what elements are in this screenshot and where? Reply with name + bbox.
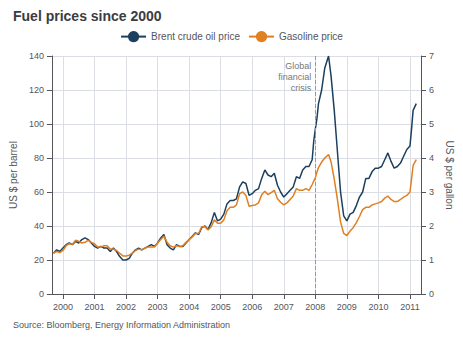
svg-text:40: 40 [34, 221, 44, 231]
svg-text:2001: 2001 [84, 302, 104, 312]
svg-text:100: 100 [29, 119, 44, 129]
svg-text:2010: 2010 [368, 302, 388, 312]
svg-text:Fuel prices since 2000: Fuel prices since 2000 [13, 8, 162, 24]
svg-text:2005: 2005 [211, 302, 231, 312]
svg-text:2008: 2008 [305, 302, 325, 312]
svg-text:Global: Global [285, 61, 311, 71]
svg-text:2000: 2000 [53, 302, 73, 312]
svg-text:2: 2 [429, 221, 434, 231]
svg-text:1: 1 [429, 255, 434, 265]
svg-text:0: 0 [429, 289, 434, 299]
svg-text:120: 120 [29, 85, 44, 95]
svg-text:140: 140 [29, 51, 44, 61]
svg-text:2002: 2002 [116, 302, 136, 312]
svg-text:7: 7 [429, 51, 434, 61]
svg-text:80: 80 [34, 153, 44, 163]
svg-text:2003: 2003 [148, 302, 168, 312]
svg-text:crisis: crisis [291, 83, 312, 93]
svg-text:6: 6 [429, 85, 434, 95]
svg-text:US $ per gallon: US $ per gallon [444, 141, 455, 210]
svg-text:Source: Bloomberg, Energy Info: Source: Bloomberg, Energy Information Ad… [13, 320, 230, 330]
svg-text:2009: 2009 [337, 302, 357, 312]
svg-text:60: 60 [34, 187, 44, 197]
svg-text:20: 20 [34, 255, 44, 265]
svg-text:4: 4 [429, 153, 434, 163]
svg-text:2011: 2011 [400, 302, 419, 312]
svg-text:US $ per barrel: US $ per barrel [8, 141, 19, 209]
svg-text:2007: 2007 [274, 302, 294, 312]
svg-text:2006: 2006 [242, 302, 262, 312]
svg-text:5: 5 [429, 119, 434, 129]
svg-text:0: 0 [39, 289, 44, 299]
svg-text:3: 3 [429, 187, 434, 197]
svg-text:2004: 2004 [179, 302, 199, 312]
svg-text:financial: financial [278, 72, 311, 82]
svg-text:Gasoline price: Gasoline price [279, 31, 343, 42]
svg-text:Brent crude oil price: Brent crude oil price [151, 31, 240, 42]
